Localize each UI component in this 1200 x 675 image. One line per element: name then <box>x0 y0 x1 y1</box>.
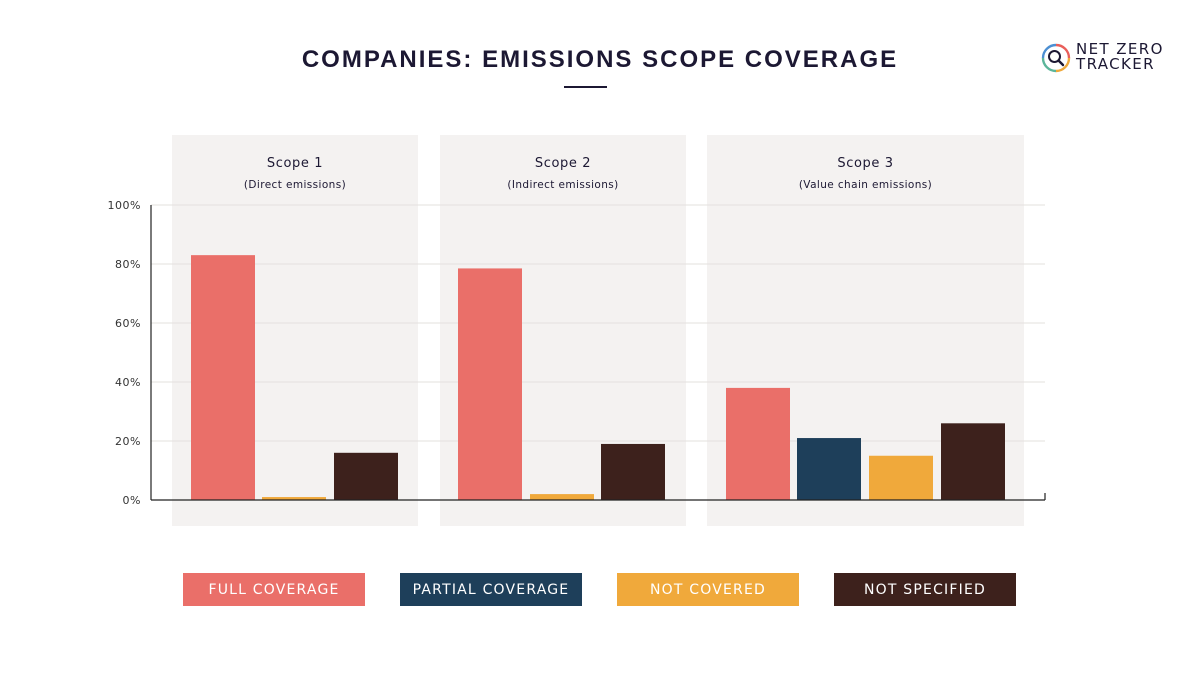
y-tick-label: 80% <box>115 258 141 271</box>
title-underline <box>564 86 607 88</box>
scope-sublabel: (Indirect emissions) <box>507 179 618 191</box>
chart-title: COMPANIES: EMISSIONS SCOPE COVERAGE <box>301 46 899 73</box>
bar-not-covered <box>869 455 933 500</box>
bar-full <box>458 268 522 500</box>
scope-sublabel: (Direct emissions) <box>244 179 346 191</box>
scope-label: Scope 3 <box>837 156 893 171</box>
bar-not-specified <box>334 452 398 500</box>
bar-not-covered <box>262 497 326 500</box>
y-tick-label: 100% <box>108 199 141 212</box>
logo-line-1: NET ZERO <box>1076 40 1164 58</box>
scope-label: Scope 2 <box>535 156 591 171</box>
bar-full <box>726 387 790 500</box>
y-tick-label: 0% <box>123 494 141 507</box>
bar-not-specified <box>601 443 665 500</box>
y-tick-label: 40% <box>115 376 141 389</box>
legend-not-specified: NOT SPECIFIED <box>834 573 1016 606</box>
legend-not-covered: NOT COVERED <box>617 573 799 606</box>
magnifier-ring-icon <box>1041 43 1071 73</box>
scope-label: Scope 1 <box>267 156 323 171</box>
legend-full-coverage: FULL COVERAGE <box>183 573 365 606</box>
net-zero-tracker-logo: NET ZERO TRACKER <box>1040 42 1170 74</box>
bar-not-covered <box>530 494 594 500</box>
legend-partial-coverage: PARTIAL COVERAGE <box>400 573 582 606</box>
bar-partial <box>797 438 861 500</box>
y-tick-label: 60% <box>115 317 141 330</box>
bar-full <box>191 255 255 500</box>
logo-wordmark: NET ZERO TRACKER <box>1076 42 1164 72</box>
scope-sublabel: (Value chain emissions) <box>799 179 932 191</box>
y-tick-label: 20% <box>115 435 141 448</box>
logo-line-2: TRACKER <box>1076 55 1155 73</box>
bar-not-specified <box>941 423 1005 500</box>
